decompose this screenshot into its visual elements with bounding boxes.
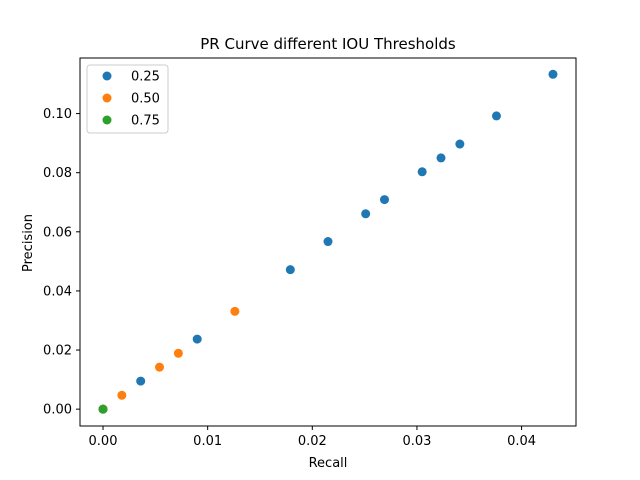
point-series-1-1: [117, 390, 127, 400]
point-series-0-11: [548, 69, 558, 79]
x-tick-label: 0.04: [507, 434, 536, 449]
point-series-0-1: [136, 376, 146, 386]
y-tick-label: 0.08: [43, 166, 72, 181]
point-series-1-2: [155, 362, 165, 372]
y-tick-label: 0.06: [43, 225, 72, 240]
x-tick-label: 0.02: [298, 434, 327, 449]
x-tick-label: 0.00: [89, 434, 118, 449]
x-axis-label: Recall: [309, 456, 348, 471]
point-series-0-8: [436, 153, 446, 163]
point-series-0-5: [361, 209, 371, 219]
y-tick-label: 0.02: [43, 344, 72, 359]
point-series-2-0: [98, 404, 108, 414]
legend-marker-2: [102, 115, 112, 125]
x-tick-label: 0.01: [193, 434, 222, 449]
y-axis-label: Precision: [21, 214, 36, 272]
plot-frame: [79, 57, 577, 427]
legend-marker-0: [102, 71, 112, 81]
legend-marker-1: [102, 93, 112, 103]
y-tick-label: 0.04: [43, 284, 72, 299]
point-series-0-7: [417, 167, 427, 177]
point-series-0-9: [455, 139, 465, 149]
point-series-1-4: [230, 306, 240, 316]
point-series-1-3: [173, 348, 183, 358]
point-series-0-6: [380, 195, 390, 205]
x-axis-ticks: 0.00 0.01 0.02 0.03 0.04: [89, 426, 536, 449]
data-points: [98, 69, 558, 414]
point-series-0-10: [491, 111, 501, 121]
point-series-0-4: [323, 237, 333, 247]
legend: 0.25 0.50 0.75: [86, 64, 169, 134]
legend-label-2: 0.75: [131, 114, 160, 129]
point-series-0-3: [285, 265, 295, 275]
legend-label-0: 0.25: [131, 70, 160, 85]
y-tick-label: 0.10: [43, 107, 72, 122]
x-tick-label: 0.03: [402, 434, 431, 449]
chart-title: PR Curve different IOU Thresholds: [200, 35, 456, 53]
y-axis-ticks: 0.00 0.02 0.04 0.06 0.08 0.10: [43, 107, 80, 418]
point-series-0-2: [192, 334, 202, 344]
y-tick-label: 0.00: [43, 403, 72, 418]
legend-label-1: 0.50: [131, 92, 160, 107]
